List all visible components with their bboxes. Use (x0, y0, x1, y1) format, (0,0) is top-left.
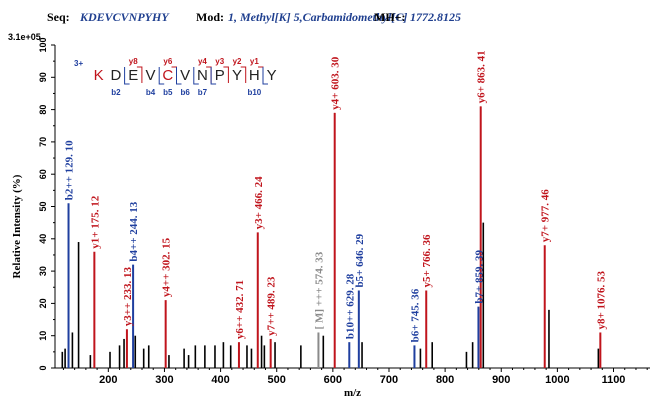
sequence-residue: D (111, 67, 122, 84)
y-ion-bracket (240, 66, 247, 83)
y-ion-bracket (223, 66, 229, 83)
x-tick-label: 200 (99, 374, 117, 386)
sequence-residue: K (94, 67, 104, 84)
peak-label: b10++ 629. 28 (344, 273, 356, 339)
sequence-residue: C (162, 67, 173, 84)
y-tick-label: 20 (38, 298, 48, 308)
y-ion-label: y1 (250, 57, 259, 66)
spectrum-header: Seq: KDEVCVNPYHY Mod: 1, Methyl[K] 5,Car… (0, 0, 657, 32)
y-ion-label: y4 (198, 57, 207, 66)
sequence-residue: E (128, 67, 138, 84)
peak-label: y3++ 233. 13 (122, 266, 134, 326)
peak-labels: b2++ 129. 10 y1+ 175. 12 y3++ 233. 13 b4++ … (64, 50, 608, 342)
mod-value: 1, Methyl[K] 5,Carbamidomethyl[C] (228, 10, 408, 24)
peak-label: y1+ 175. 12 (89, 195, 101, 249)
x-tick-label: 800 (436, 374, 454, 386)
y-ion-label: y2 (233, 57, 242, 66)
sequence-residue: P (215, 67, 225, 84)
b-ion-label: b5 (163, 88, 173, 97)
y-ion-label: y3 (215, 57, 224, 66)
b-ion-bracket (158, 67, 165, 85)
peak-label: y7+ 977. 46 (540, 189, 552, 243)
x-tick-label: 300 (155, 374, 173, 386)
sequence-residue: V (146, 67, 156, 84)
peak-label: b2++ 129. 10 (64, 140, 76, 200)
mh-value: 1772.8125 (410, 10, 461, 24)
b-ion-label: b7 (198, 88, 208, 97)
b-ion-label: b6 (180, 88, 190, 97)
y-tick-label: 50 (38, 201, 48, 211)
y-tick-label: 70 (38, 137, 48, 147)
y-ion-label: y6 (163, 57, 172, 66)
peak-label: b7+ 859. 39 (473, 249, 485, 303)
peak-label: y8+ 1076. 53 (595, 270, 607, 329)
mh-label: MH+: (374, 10, 406, 24)
x-tick-label: 1100 (602, 374, 626, 386)
sequence-residue: N (197, 67, 208, 84)
sequence-residue: H (249, 67, 260, 84)
peak-label: y6+ 863. 41 (476, 50, 488, 103)
b-ion-bracket (262, 67, 268, 85)
b-ion-bracket (176, 67, 182, 85)
x-tick-label: 900 (492, 374, 510, 386)
x-axis-title: m/z (344, 387, 361, 399)
seq-label: Seq: (47, 10, 70, 24)
peak-label: y4+ 603. 30 (330, 56, 342, 110)
peak-label: [ M] +++ 574. 33 (313, 251, 325, 329)
peak-label: b4++ 244. 13 (128, 201, 140, 261)
peak-label: b6+ 745. 36 (409, 288, 421, 342)
y-tick-label: 60 (38, 169, 48, 179)
b-ion-label: b2 (111, 88, 121, 97)
b-ion-bracket (124, 67, 130, 85)
y-tick-label: 80 (38, 105, 48, 115)
x-tick-label: 400 (211, 374, 229, 386)
peak-label: y4++ 302. 15 (161, 237, 173, 297)
y-tick-label: 40 (38, 234, 48, 244)
sequence-residue: V (180, 67, 190, 84)
sequence-residue: Y (232, 67, 242, 84)
peak-label: y6++ 432. 71 (234, 280, 246, 339)
chart-axes: 200 300 400 500 600 700 800 900 1000 1100 0 10 20 30 4… (38, 37, 650, 386)
peak-series (61, 106, 602, 368)
b-ion-bracket (210, 67, 217, 85)
y-ion-bracket (136, 66, 143, 83)
peak-label: y3+ 466. 24 (253, 176, 265, 230)
seq-value: KDEVCVNPYHY (80, 10, 169, 24)
peak-label: y5+ 766. 36 (421, 234, 433, 288)
y-tick-label: 0 (38, 365, 48, 370)
y-tick-label: 10 (38, 331, 48, 341)
peak-label: b5+ 646. 29 (354, 233, 366, 287)
y-tick-label: 30 (38, 266, 48, 276)
b-ion-bracket (193, 67, 199, 85)
y-tick-label: 90 (38, 72, 48, 82)
b-ion-label: b10 (247, 88, 261, 97)
b-ion-label: b4 (146, 88, 156, 97)
x-tick-label: 600 (324, 374, 342, 386)
x-tick-label: 500 (268, 374, 286, 386)
y-tick-label: 100 (38, 37, 48, 52)
x-tick-label: 1000 (545, 374, 569, 386)
charge-state-label: 3+ (74, 59, 83, 68)
y-ion-label: y8 (129, 57, 138, 66)
sequence-residue: Y (267, 67, 277, 84)
max-intensity-label: 3.1e+05 (8, 32, 41, 42)
mod-label: Mod: (196, 10, 224, 24)
peak-label: y7++ 489. 23 (266, 276, 278, 336)
x-tick-label: 700 (380, 374, 398, 386)
y-axis-title: Relative Intensity (%) (11, 174, 23, 278)
